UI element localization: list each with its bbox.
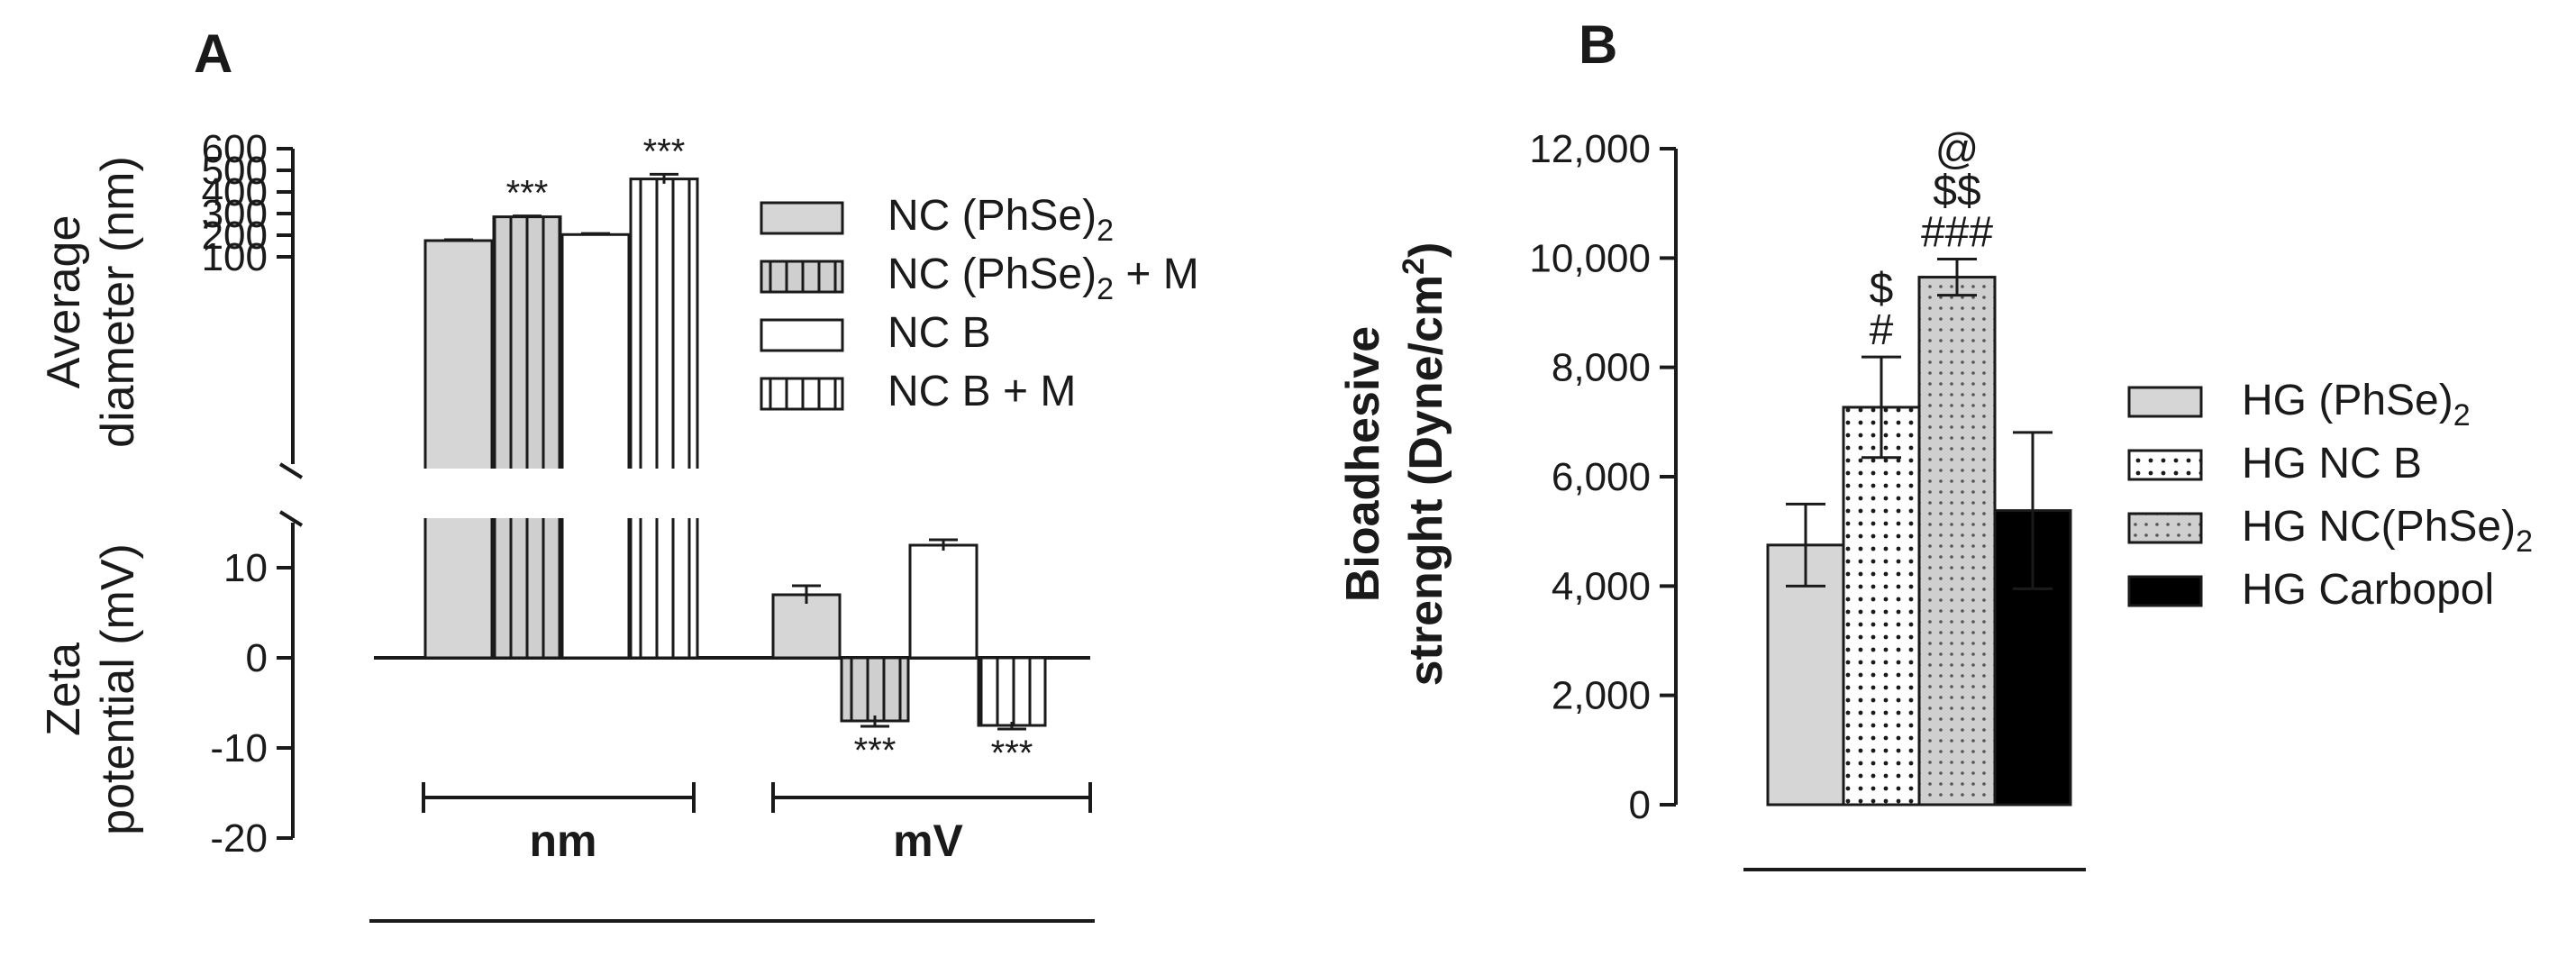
diameter-ylabel-line1: Average	[38, 215, 90, 389]
panel-b-bars: #$ ###$$@	[1766, 126, 2072, 807]
bioadhesive-tick-label-8000: 8,000	[1552, 346, 1651, 390]
sig-nm-3: ***	[643, 132, 686, 171]
zeta-tick-label-0: 0	[246, 636, 268, 680]
legend-b-label-text-3: HG Carbopol	[2242, 566, 2494, 614]
bioadhesive-tick-label-6000: 6,000	[1552, 455, 1651, 499]
legend-a-label-text-3: NC B + M	[887, 368, 1076, 415]
bar-nm-3	[629, 178, 699, 660]
diameter-tick-label-500: 500	[202, 149, 268, 193]
bar-mv-1	[840, 656, 910, 723]
bar-b-2	[1917, 276, 1997, 807]
diameter-ylabel-line2: diameter (nm)	[92, 156, 144, 448]
legend-b-label-text-1: HG NC B	[2242, 440, 2422, 488]
legend-b-label-text-0: HG (PhSe)	[2242, 377, 2453, 424]
panel-a-label: A	[194, 23, 232, 84]
legend-b-subscript-2: 2	[2516, 524, 2533, 559]
legend-b-label-3: HG Carbopol	[2242, 566, 2494, 614]
bioadhesive-tick-label-10000: 10,000	[1529, 236, 1651, 280]
group-label-mv: mV	[893, 816, 963, 866]
legend-b-subscript-0: 2	[2453, 398, 2471, 433]
zeta-ylabel-line1: Zeta	[38, 643, 90, 736]
bar-mv-2	[908, 543, 979, 660]
bar-nm-2	[560, 232, 631, 660]
annotation-b-1-0: $	[1870, 265, 1894, 313]
annotation-b-2-1: $$	[1933, 168, 1980, 215]
annotation-b-2-2: ###	[1921, 209, 1993, 257]
legend-a-label-text-0: NC (PhSe)	[887, 192, 1097, 240]
legend-b-swatch-2	[2127, 512, 2203, 544]
panel-b-y-ticks: 12,000 10,000 8,000 6,000 4,000 2,000 0	[1529, 127, 1678, 827]
panel-a-legend: NC (PhSe)2NC (PhSe)2 + MNC BNC B + M	[760, 192, 1199, 415]
bioadhesive-ylabel-close: )	[1400, 242, 1452, 258]
annotation-b-1-1: #	[1870, 306, 1894, 354]
legend-a-suffix-1: + M	[1114, 251, 1199, 298]
bar-mv-3	[977, 656, 1047, 727]
legend-a-swatch-0	[760, 201, 844, 235]
bar-nm-1	[492, 215, 562, 660]
axis-break-mark-top	[278, 462, 304, 479]
sig-mv-1: ***	[854, 731, 897, 770]
legend-a-label-0: NC (PhSe)2	[887, 192, 1114, 248]
diameter-tick-label-200: 200	[202, 214, 268, 258]
legend-b-label-0: HG (PhSe)2	[2242, 377, 2471, 433]
legend-a-subscript-0: 2	[1097, 214, 1114, 248]
diameter-tick-label-100: 100	[202, 235, 268, 279]
sig-nm-1: ***	[506, 174, 549, 214]
annotation-b-2-0: @	[1935, 126, 1980, 174]
legend-a-swatch-1	[760, 260, 844, 294]
legend-a-swatch-2	[760, 318, 844, 352]
bar-mv-0	[771, 593, 842, 660]
bioadhesive-tick-label-2000: 2,000	[1552, 674, 1651, 718]
legend-b-swatch-0	[2127, 386, 2203, 418]
panel-b-label: B	[1579, 14, 1617, 75]
legend-a-label-3: NC B + M	[887, 368, 1076, 415]
diameter-tick-label-300: 300	[202, 192, 268, 236]
bioadhesive-tick-label-4000: 4,000	[1552, 564, 1651, 608]
diameter-tick-label-400: 400	[202, 170, 268, 214]
legend-b-label-text-2: HG NC(PhSe)	[2242, 503, 2516, 551]
zeta-tick-label--20: -20	[210, 816, 268, 861]
bar-nm-0	[423, 239, 494, 660]
panel-b: B Bioadhesive strenght (Dyne/cm2) 12,000…	[1337, 14, 2533, 871]
diameter-tick-label-600: 600	[202, 127, 268, 171]
legend-b-label-2: HG NC(PhSe)2	[2242, 503, 2533, 559]
legend-a-label-2: NC B	[887, 309, 991, 357]
axis-break-mark-bottom	[278, 510, 304, 527]
panel-a: A Average diameter (nm) Zeta potential (…	[38, 23, 1199, 923]
legend-a-swatch-3	[760, 377, 844, 411]
legend-b-label-1: HG NC B	[2242, 440, 2422, 488]
zeta-ylabel-line2: potential (mV)	[92, 543, 144, 835]
bioadhesive-ylabel-line2-main: strenght (Dyne/cm	[1400, 275, 1452, 687]
legend-b-swatch-1	[2127, 449, 2203, 481]
bar-b-1	[1842, 406, 1921, 807]
sig-mv-3: ***	[991, 734, 1033, 773]
bioadhesive-ylabel-line2: strenght (Dyne/cm2)	[1397, 242, 1452, 687]
panel-b-legend: HG (PhSe)2HG NC BHG NC(PhSe)2HG Carbopol	[2127, 377, 2533, 614]
legend-b-swatch-3	[2127, 575, 2203, 607]
bioadhesive-tick-label-12000: 12,000	[1529, 127, 1651, 171]
bioadhesive-ylabel-superscript: 2	[1397, 258, 1431, 275]
zeta-tick-label-10: 10	[223, 546, 268, 590]
panel-a-bars: *** *** *** ***	[410, 132, 1047, 773]
legend-a-label-text-2: NC B	[887, 309, 991, 357]
bioadhesive-tick-label-0: 0	[1629, 783, 1651, 827]
axis-break-gap	[410, 469, 716, 518]
group-label-nm: nm	[530, 816, 597, 866]
legend-a-subscript-1: 2	[1097, 272, 1114, 306]
legend-a-label-text-1: NC (PhSe)	[887, 251, 1097, 298]
bioadhesive-ylabel-line1: Bioadhesive	[1337, 326, 1389, 602]
zeta-tick-label--10: -10	[210, 726, 268, 770]
legend-a-label-1: NC (PhSe)2 + M	[887, 251, 1199, 306]
